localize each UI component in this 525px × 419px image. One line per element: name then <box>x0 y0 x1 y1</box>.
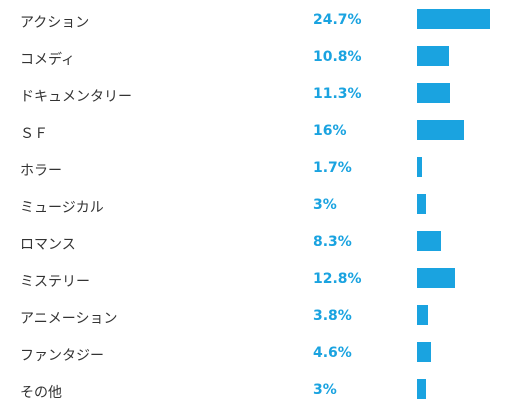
result-row: ホラー 1.7% <box>0 152 525 188</box>
percent-label: 3% <box>313 382 337 398</box>
genre-label: アニメーション <box>20 311 118 327</box>
genre-label: アクション <box>20 15 90 31</box>
result-bar <box>417 379 426 399</box>
percent-label: 4.6% <box>313 345 352 361</box>
percent-label: 3.8% <box>313 308 352 324</box>
percent-label: 11.3% <box>313 86 362 102</box>
result-row: コメディ 10.8% <box>0 41 525 77</box>
genre-label: ミステリー <box>20 274 90 290</box>
result-bar <box>417 157 422 177</box>
result-row: ロマンス 8.3% <box>0 226 525 262</box>
genre-label: ロマンス <box>20 237 76 253</box>
result-row: アクション 24.7% <box>0 4 525 40</box>
result-row: ドキュメンタリー 11.3% <box>0 78 525 114</box>
genre-label: ミュージカル <box>20 200 104 216</box>
result-bar <box>417 194 426 214</box>
percent-label: 1.7% <box>313 160 352 176</box>
percent-label: 3% <box>313 197 337 213</box>
result-row: アニメーション 3.8% <box>0 300 525 336</box>
result-bar <box>417 231 441 251</box>
percent-label: 12.8% <box>313 271 362 287</box>
result-bar <box>417 268 455 288</box>
genre-label: ドキュメンタリー <box>20 89 132 105</box>
result-row: ＳＦ 16% <box>0 115 525 151</box>
result-bar <box>417 83 450 103</box>
percent-label: 16% <box>313 123 347 139</box>
result-row: その他 3% <box>0 374 525 410</box>
percent-label: 10.8% <box>313 49 362 65</box>
genre-label: ホラー <box>20 163 62 179</box>
result-row: ファンタジー 4.6% <box>0 337 525 373</box>
percent-label: 8.3% <box>313 234 352 250</box>
genre-label: コメディ <box>20 52 76 68</box>
result-bar <box>417 9 490 29</box>
genre-label: その他 <box>20 385 62 401</box>
percent-label: 24.7% <box>313 12 362 28</box>
genre-label: ファンタジー <box>20 348 104 364</box>
result-row: ミュージカル 3% <box>0 189 525 225</box>
result-bar <box>417 305 428 325</box>
genre-label: ＳＦ <box>20 126 48 142</box>
result-row: ミステリー 12.8% <box>0 263 525 299</box>
result-bar <box>417 120 464 140</box>
result-bar <box>417 342 431 362</box>
result-bar <box>417 46 449 66</box>
